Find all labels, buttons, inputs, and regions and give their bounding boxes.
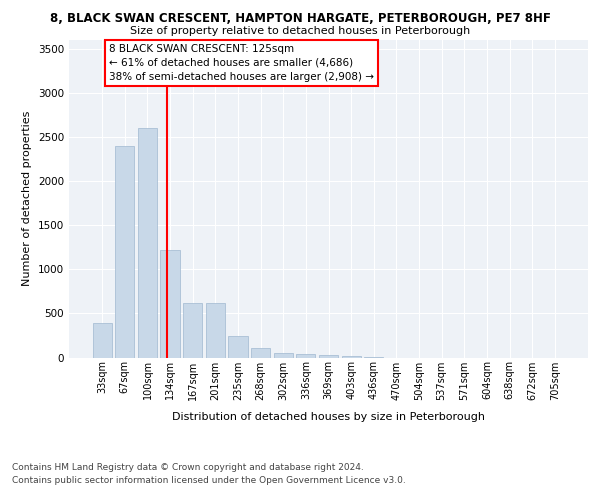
Bar [115,146,134,358]
Bar [183,303,202,358]
Bar [341,356,361,358]
Bar [319,355,338,358]
Text: 8, BLACK SWAN CRESCENT, HAMPTON HARGATE, PETERBOROUGH, PE7 8HF: 8, BLACK SWAN CRESCENT, HAMPTON HARGATE,… [50,12,550,26]
Text: Contains HM Land Registry data © Crown copyright and database right 2024.: Contains HM Land Registry data © Crown c… [12,462,364,471]
Text: Size of property relative to detached houses in Peterborough: Size of property relative to detached ho… [130,26,470,36]
Bar [92,323,112,358]
Bar [206,303,225,358]
Y-axis label: Number of detached properties: Number of detached properties [22,111,32,286]
Bar [296,354,316,358]
Text: Contains public sector information licensed under the Open Government Licence v3: Contains public sector information licen… [12,476,406,485]
Text: Distribution of detached houses by size in Peterborough: Distribution of detached houses by size … [172,412,485,422]
Bar [138,128,157,358]
Bar [251,348,270,358]
Bar [160,250,180,358]
Text: 8 BLACK SWAN CRESCENT: 125sqm
← 61% of detached houses are smaller (4,686)
38% o: 8 BLACK SWAN CRESCENT: 125sqm ← 61% of d… [109,44,374,82]
Bar [229,336,248,357]
Bar [274,352,293,358]
